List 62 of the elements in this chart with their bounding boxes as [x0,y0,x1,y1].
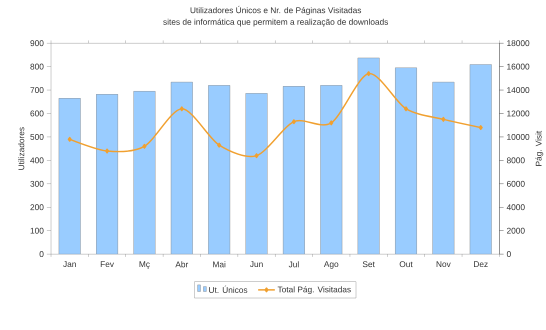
y2-tick-label: 10000 [507,134,530,140]
bar [208,86,230,254]
y-tick-label: 900 [30,40,44,46]
x-tick-label: Dez [474,261,488,268]
bar [358,58,380,254]
y-tick-label: 800 [30,64,44,70]
y2-tick-label: 18000 [507,40,530,46]
legend-label: Total Pág. Visitadas [278,286,351,294]
bar [134,91,156,254]
bar [470,64,492,254]
y-tick-label: 700 [30,87,44,94]
bar [395,68,417,254]
x-tick-label: Ago [324,261,338,269]
x-tick-label: Jan [63,261,76,268]
chart-title: Utilizadores Únicos e Nr. de Páginas Visitadas [190,6,362,15]
point [404,106,408,112]
x-tick-label: Mai [213,261,226,268]
bar [246,93,268,254]
bar [96,94,118,254]
y-axis-title: Utilizadores [18,127,24,170]
y2-tick-label: 2000 [506,228,525,234]
y2-tick-label: 8000 [506,158,525,164]
y2-tick-label: 0 [506,251,511,258]
x-tick-label: Out [400,261,413,268]
y2-tick-label: 14000 [507,87,530,94]
y2-tick-label: 6000 [506,181,525,187]
point [366,71,371,76]
point [180,106,184,112]
y-tick-label: 200 [30,204,44,210]
y-tick-label: 0 [40,251,44,258]
legend-label: Ut. Únicos [209,286,248,294]
bar [58,98,80,254]
x-tick-label: Set [362,261,375,268]
point [292,119,296,124]
y2-tick-label: 12000 [507,110,530,117]
y-tick-label: 100 [30,228,44,234]
y2-tick-label: 16000 [507,64,530,70]
bar [171,82,193,254]
bar [432,82,454,254]
chart-subtitle: sites de informática que permitem a realização de downloads [163,18,388,27]
point [441,117,446,122]
y2-axis-title: Pág. Visit [535,131,544,166]
y-tick-label: 600 [30,110,44,117]
x-tick-label: Jun [250,261,263,268]
bar [320,86,342,254]
point [478,125,483,130]
x-tick-label: Mç [140,261,150,269]
x-tick-label: Abr [175,261,188,268]
x-tick-label: Jul [288,261,299,268]
y-tick-label: 400 [30,158,44,164]
point [329,120,334,126]
point [254,153,259,158]
x-tick-label: Nov [436,261,451,268]
y2-tick-label: 4000 [506,204,525,210]
y-tick-label: 300 [30,181,44,187]
bar [283,86,305,254]
point [68,136,72,142]
x-tick-label: Fev [100,261,114,268]
point [217,142,222,148]
point [105,148,110,154]
y-tick-label: 500 [30,134,44,140]
point [142,144,146,149]
